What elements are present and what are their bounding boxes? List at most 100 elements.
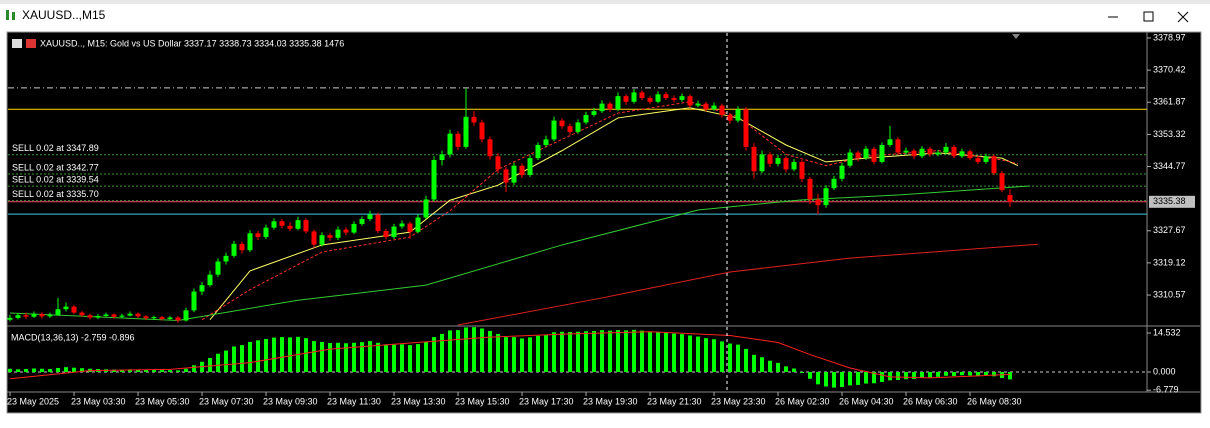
plot: 3378.97 3370.42 3361.87 3353.32 3344.77 3327.… bbox=[7, 32, 1195, 406]
close-button[interactable] bbox=[1177, 11, 1189, 23]
candle-body bbox=[639, 92, 645, 99]
candle-body bbox=[71, 306, 77, 313]
order-label: SELL 0.02 at 3339.54 bbox=[12, 175, 99, 185]
candle-body bbox=[839, 165, 845, 179]
candle-body bbox=[247, 233, 253, 251]
candle-body bbox=[959, 151, 965, 157]
macd-bar bbox=[992, 372, 996, 377]
macd-bar bbox=[424, 341, 428, 372]
candle-body bbox=[239, 243, 245, 251]
candle-body bbox=[471, 116, 477, 123]
macd-bar bbox=[664, 332, 668, 372]
candle-body bbox=[687, 96, 693, 106]
candle-body bbox=[311, 231, 317, 245]
macd-bar bbox=[872, 372, 876, 384]
candle-body bbox=[815, 199, 821, 206]
candle-body bbox=[911, 150, 917, 157]
candle-body bbox=[383, 231, 389, 238]
candle-body bbox=[199, 285, 205, 292]
macd-bar bbox=[536, 335, 540, 372]
macd-bar bbox=[376, 342, 380, 372]
macd-bar bbox=[768, 360, 772, 372]
macd-bar bbox=[264, 338, 268, 372]
candle-body bbox=[63, 306, 69, 310]
macd-bar bbox=[512, 337, 516, 372]
scroll-marker bbox=[1012, 34, 1020, 39]
macd-bar bbox=[16, 369, 20, 372]
candle-body bbox=[47, 314, 53, 317]
candle-body bbox=[775, 158, 781, 164]
chart-icon bbox=[12, 39, 36, 48]
candle-body bbox=[575, 122, 581, 132]
candle-body bbox=[215, 261, 221, 275]
macd-bar bbox=[896, 372, 900, 381]
y-tick-label: -6.779 bbox=[1153, 385, 1179, 395]
macd-bar bbox=[456, 330, 460, 372]
candle-body bbox=[679, 96, 685, 100]
macd-bar bbox=[344, 343, 348, 372]
candle-body bbox=[279, 221, 285, 226]
macd-bar bbox=[640, 330, 644, 372]
macd-bar bbox=[952, 372, 956, 377]
candle-body bbox=[631, 92, 637, 102]
candle-body bbox=[551, 120, 557, 140]
macd-bar bbox=[440, 333, 444, 372]
candle-body bbox=[479, 122, 485, 140]
macd-bar bbox=[752, 354, 756, 372]
moving-average bbox=[201, 101, 1019, 321]
macd-bar bbox=[40, 368, 44, 372]
macd-bar bbox=[608, 330, 612, 372]
macd-bar bbox=[808, 372, 812, 379]
order-label: SELL 0.02 at 3347.89 bbox=[12, 143, 99, 153]
candle-body bbox=[55, 309, 61, 315]
candle-body bbox=[303, 220, 309, 232]
candle-body bbox=[759, 154, 765, 172]
x-tick-label: 26 May 06:30 bbox=[903, 396, 958, 406]
macd-bar bbox=[232, 346, 236, 372]
macd-bar bbox=[552, 332, 556, 372]
x-tick-label: 26 May 08:30 bbox=[967, 396, 1022, 406]
candle-body bbox=[167, 317, 173, 319]
macd-bar bbox=[800, 372, 804, 374]
macd-bar bbox=[848, 372, 852, 386]
candle-body bbox=[663, 94, 669, 99]
macd-bar bbox=[912, 372, 916, 379]
candle-body bbox=[391, 226, 397, 238]
macd-bar bbox=[832, 372, 836, 388]
macd-bar bbox=[656, 331, 660, 372]
candle-body bbox=[503, 169, 509, 183]
candle-body bbox=[991, 156, 997, 174]
macd-bar bbox=[592, 330, 596, 372]
macd-bar bbox=[488, 330, 492, 372]
maximize-button[interactable] bbox=[1143, 11, 1154, 22]
macd-bar bbox=[960, 372, 964, 376]
x-tick-label: 23 May 23:30 bbox=[711, 396, 766, 406]
candle-body bbox=[927, 148, 933, 155]
macd-bar bbox=[840, 372, 844, 388]
candle-body bbox=[151, 317, 157, 319]
candle-body bbox=[39, 314, 45, 317]
macd-bar bbox=[352, 342, 356, 372]
candle-body bbox=[703, 103, 709, 110]
macd-bar bbox=[1008, 372, 1012, 380]
macd-bar bbox=[632, 329, 636, 372]
macd-bar bbox=[144, 369, 148, 372]
macd-bar bbox=[184, 368, 188, 372]
candle-body bbox=[559, 120, 565, 127]
macd-bar bbox=[600, 330, 604, 372]
candle-body bbox=[343, 229, 349, 233]
macd-bar bbox=[816, 372, 820, 385]
candle-body bbox=[399, 223, 405, 227]
macd-bar bbox=[680, 334, 684, 372]
candle-body bbox=[7, 317, 13, 320]
macd-bar bbox=[152, 369, 156, 372]
macd-bar bbox=[328, 343, 332, 372]
candle-body bbox=[767, 154, 773, 164]
candle-body bbox=[535, 144, 541, 159]
moving-average bbox=[209, 107, 1019, 321]
candle-body bbox=[119, 315, 125, 317]
candle-body bbox=[543, 139, 549, 145]
macd-bar bbox=[336, 342, 340, 372]
window-title: XAUUSD..,M15 bbox=[22, 8, 106, 22]
